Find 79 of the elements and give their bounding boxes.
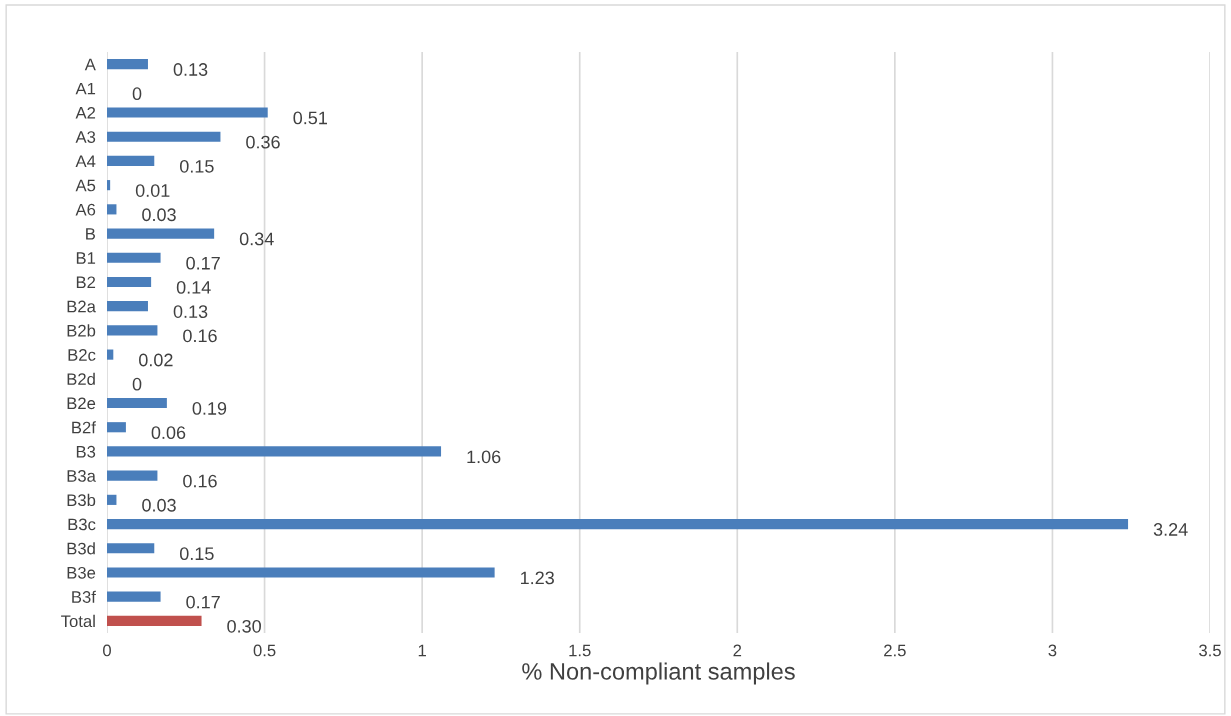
bar	[107, 494, 117, 505]
y-tick-label: B2f	[72, 421, 96, 434]
y-tick-label: A3	[75, 131, 96, 143]
bar	[107, 155, 155, 167]
bar	[107, 228, 215, 239]
y-tick-label: B	[86, 228, 96, 240]
data-label: 0.13	[173, 305, 208, 318]
data-label: 0.34	[239, 232, 274, 246]
data-label: 0.03	[142, 208, 176, 222]
data-label: 1.23	[521, 571, 554, 585]
bar	[107, 349, 114, 360]
data-label: 0.17	[186, 256, 220, 270]
data-label: 0.30	[227, 619, 261, 633]
bar	[107, 131, 221, 142]
y-tick-label: B2	[76, 276, 96, 289]
data-label: 0	[132, 377, 142, 391]
bar	[107, 59, 148, 70]
bar	[107, 567, 495, 578]
x-tick-label: 2	[733, 644, 742, 657]
bar	[107, 180, 111, 191]
bar	[107, 591, 161, 602]
data-label: 0.15	[179, 159, 214, 173]
bar	[107, 107, 268, 118]
bar	[107, 325, 158, 336]
y-tick-label: B3e	[67, 566, 96, 579]
y-tick-label: B2a	[67, 300, 96, 313]
x-tick-label: 0.5	[253, 644, 276, 657]
bar	[107, 422, 126, 433]
data-label: 0.02	[139, 353, 173, 367]
y-tick-label: A4	[75, 155, 96, 167]
x-tick-label: 3.5	[1199, 644, 1221, 657]
y-tick-label: B3a	[67, 470, 96, 482]
x-tick-label: 1.5	[569, 644, 591, 657]
data-label: 0.15	[179, 547, 214, 561]
data-label: 1.06	[467, 450, 501, 464]
x-tick-label: 3	[1048, 644, 1057, 657]
bar	[107, 301, 148, 312]
data-label: 0.19	[192, 402, 227, 415]
bar	[107, 470, 158, 481]
data-label: 0.51	[293, 111, 327, 125]
bar	[107, 397, 167, 409]
y-tick-label: B3f	[72, 590, 96, 603]
x-tick-label: 0	[103, 644, 111, 657]
y-tick-label: B1	[76, 252, 96, 264]
bar	[107, 204, 117, 215]
y-tick-label: A1	[75, 82, 96, 95]
y-tick-label: B2c	[68, 349, 96, 361]
y-tick-label: A6	[75, 203, 96, 216]
y-tick-label: A2	[75, 106, 96, 119]
y-tick-label: B2b	[67, 324, 96, 337]
bar	[107, 518, 1129, 530]
x-tick-label: 2.5	[884, 644, 906, 657]
x-axis-title: % Non-compliant samples	[522, 662, 795, 685]
bar	[107, 615, 202, 626]
bar	[107, 543, 155, 554]
y-tick-label: B2e	[67, 397, 96, 410]
data-label: 0.06	[151, 426, 186, 440]
data-label: 0.13	[173, 63, 208, 76]
y-tick-label: A5	[75, 179, 96, 192]
bar	[107, 252, 161, 263]
y-tick-label: B3b	[67, 493, 96, 507]
data-label: 0	[132, 87, 142, 101]
y-tick-label: B2d	[67, 372, 95, 386]
bar	[107, 446, 442, 457]
data-label: 0.17	[186, 595, 220, 609]
y-tick-label: Total	[61, 614, 95, 628]
data-label: 3.24	[1153, 523, 1188, 536]
y-tick-label: B3d	[67, 542, 95, 555]
data-label: 0.03	[142, 498, 176, 512]
data-label: 0.16	[183, 329, 217, 343]
x-tick-label: 1	[418, 644, 426, 657]
bar	[107, 276, 152, 288]
data-label: 0.16	[183, 474, 217, 488]
y-tick-label: B3c	[68, 518, 96, 531]
y-tick-label: B3	[76, 445, 96, 458]
data-label: 0.14	[176, 280, 211, 294]
y-tick-label: A	[84, 58, 96, 71]
data-label: 0.36	[246, 135, 280, 149]
data-label: 0.01	[135, 184, 170, 197]
